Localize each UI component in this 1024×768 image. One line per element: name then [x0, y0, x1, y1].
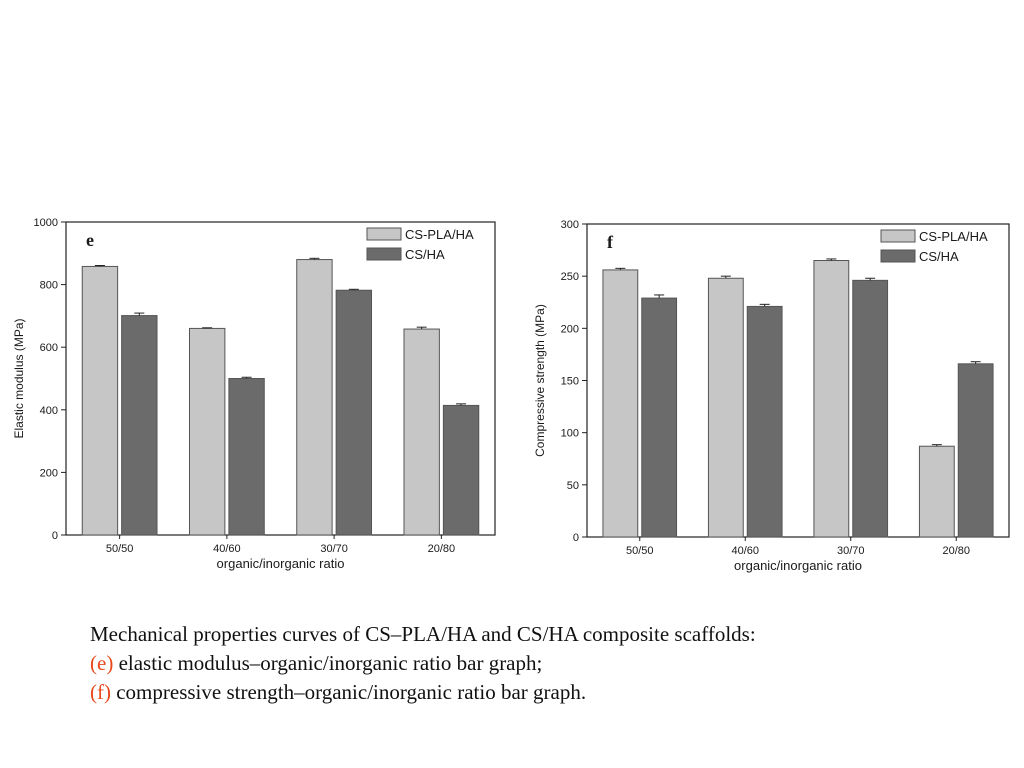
x-axis-label: organic/inorganic ratio	[734, 558, 862, 573]
bar-cs-ha-30-70	[335, 289, 373, 536]
x-tick-label: 20/80	[428, 543, 456, 555]
bar-cs-ha-30-70	[852, 279, 889, 538]
chart-elastic-modulus: 0 200 400 600 800 1000 50/50 40/60 30/70 20/80 e CS…	[12, 217, 496, 571]
caption-line-2-text: elastic modulus–organic/inorganic ratio …	[113, 651, 543, 675]
y-axis-label: Compressive strength (MPa)	[533, 304, 547, 457]
bar-cs-pla-ha-20-80	[918, 445, 955, 538]
caption-line-1: Mechanical properties curves of CS–PLA/H…	[90, 620, 990, 649]
bar-cs-pla-ha-50-50	[81, 265, 119, 536]
bar-cs-ha-40-60	[228, 378, 265, 536]
y-tick-label: 800	[40, 280, 58, 292]
legend-label: CS-PLA/HA	[405, 227, 474, 242]
x-tick-label: 50/50	[626, 545, 654, 557]
bar-cs-pla-ha-30-70	[813, 260, 850, 538]
y-tick-label: 0	[573, 532, 579, 544]
bar-cs-pla-ha-20-80	[403, 328, 440, 536]
legend-label: CS/HA	[405, 247, 445, 262]
bar-cs-pla-ha-40-60	[188, 327, 226, 536]
y-tick-label: 300	[561, 219, 579, 231]
caption-tag-e: (e)	[90, 651, 114, 675]
y-tick-label: 100	[561, 428, 579, 440]
y-tick-label: 250	[561, 271, 579, 283]
y-tick-label: 400	[40, 405, 58, 417]
y-tick-label: 150	[561, 376, 579, 388]
legend-label: CS/HA	[919, 249, 959, 264]
bar-cs-ha-50-50	[641, 297, 678, 538]
legend-swatch	[366, 227, 402, 241]
caption-line-1-text: Mechanical properties curves of CS–PLA/H…	[90, 622, 756, 646]
x-axis-label: organic/inorganic ratio	[217, 556, 345, 571]
bar-cs-ha-20-80	[442, 404, 480, 536]
x-tick-label: 50/50	[106, 543, 134, 555]
bar-cs-pla-ha-30-70	[296, 259, 333, 536]
y-tick-label: 50	[567, 480, 579, 492]
panel-letter: e	[86, 230, 94, 250]
caption-line-3-text: compressive strength–organic/inorganic r…	[110, 680, 587, 704]
y-tick-label: 200	[40, 467, 58, 479]
figure-caption: Mechanical properties curves of CS–PLA/H…	[90, 620, 990, 707]
legend-swatch	[880, 229, 916, 243]
caption-tag-f: (f)	[90, 680, 111, 704]
caption-line-3: (f) compressive strength–organic/inorgan…	[90, 678, 990, 707]
y-tick-label: 200	[561, 323, 579, 335]
caption-line-2: (e) elastic modulus–organic/inorganic ra…	[90, 649, 990, 678]
legend-swatch	[366, 247, 402, 261]
legend-swatch	[880, 249, 916, 263]
y-axis-label: Elastic modulus (MPa)	[12, 318, 26, 438]
plot-frame	[65, 221, 496, 536]
y-tick-label: 1000	[34, 217, 58, 229]
x-tick-label: 30/70	[837, 545, 865, 557]
x-tick-label: 20/80	[942, 545, 970, 557]
bar-cs-pla-ha-40-60	[707, 277, 744, 538]
x-tick-label: 40/60	[213, 543, 241, 555]
x-tick-label: 30/70	[320, 543, 348, 555]
bar-cs-ha-20-80	[957, 363, 994, 538]
legend-label: CS-PLA/HA	[919, 229, 988, 244]
x-tick-label: 40/60	[731, 545, 759, 557]
chart-compressive-strength: 0 50 100 150 200 250 300 50/50 40/60 30/70 20/80 f C…	[533, 219, 1010, 573]
bar-cs-ha-50-50	[121, 315, 158, 536]
bar-cs-pla-ha-50-50	[602, 269, 639, 538]
y-tick-label: 0	[52, 530, 58, 542]
panel-letter: f	[607, 232, 614, 252]
y-tick-label: 600	[40, 342, 58, 354]
bar-cs-ha-40-60	[746, 305, 783, 538]
